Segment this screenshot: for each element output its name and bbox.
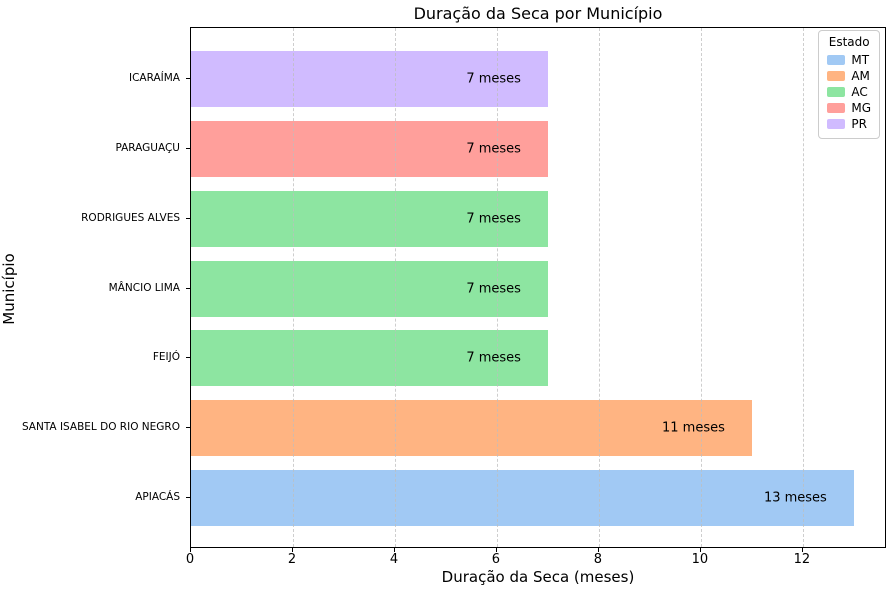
- ytick-label: MÂNCIO LIMA: [108, 281, 180, 294]
- ytick-mark: [186, 77, 190, 79]
- bar-value-label: 11 meses: [661, 420, 725, 436]
- ytick-mark: [186, 497, 190, 499]
- bar-value-label: 7 meses: [466, 71, 521, 87]
- legend-label: MG: [851, 101, 871, 115]
- plot-area: 7 meses 7 meses 7 meses 7 meses 7 meses 11 me…: [190, 27, 886, 548]
- gridline-x-6: [496, 28, 498, 547]
- ytick-mark: [186, 217, 190, 219]
- gridline-x-12: [802, 28, 804, 547]
- ytick-label: PARAGUAÇU: [115, 141, 180, 154]
- legend-entry-am: AM: [827, 68, 871, 84]
- ytick-label: ICARAÍMA: [128, 71, 180, 84]
- legend-swatch-icon: [827, 87, 846, 97]
- legend-label: MT: [851, 53, 870, 67]
- legend-label: PR: [851, 117, 867, 131]
- xtick-mark: [699, 548, 701, 552]
- gridline-x-8: [598, 28, 600, 547]
- legend-swatch-icon: [827, 119, 846, 129]
- legend-entries: MT AM AC MG PR: [827, 52, 871, 132]
- bar-rodrigues-alves: [191, 190, 548, 247]
- bar-santa-isabel-do-rio-negro: [191, 400, 752, 457]
- xtick-label: 2: [287, 552, 297, 567]
- xtick-mark: [393, 548, 395, 552]
- ytick-label: APIACÁS: [135, 491, 180, 504]
- xtick-mark: [291, 548, 293, 552]
- ytick-mark: [186, 287, 190, 289]
- ytick-mark: [186, 147, 190, 149]
- bar-value-label: 7 meses: [466, 141, 521, 157]
- legend-swatch-icon: [827, 55, 846, 65]
- xtick-label: 0: [185, 552, 195, 567]
- xtick-label: 6: [491, 552, 501, 567]
- legend-entry-ac: AC: [827, 84, 871, 100]
- legend-swatch-icon: [827, 103, 846, 113]
- ytick-mark: [186, 357, 190, 359]
- bar-value-label: 7 meses: [466, 281, 521, 296]
- ytick-label: SANTA ISABEL DO RIO NEGRO: [21, 421, 180, 434]
- bar-value-label: 7 meses: [466, 350, 521, 366]
- xtick-label: 4: [389, 552, 399, 567]
- bar-mâncio-lima: [191, 260, 548, 317]
- ytick-mark: [186, 427, 190, 429]
- ytick-label: FEIJÓ: [152, 351, 180, 364]
- legend-label: AC: [851, 85, 868, 99]
- bar-value-label: 7 meses: [466, 211, 521, 227]
- xtick-mark: [190, 548, 191, 552]
- legend-entry-mt: MT: [827, 52, 871, 68]
- bar-paraguaçu: [191, 120, 548, 177]
- legend-title: Estado: [828, 35, 870, 49]
- xtick-label: 12: [793, 552, 811, 567]
- gridline-x-4: [394, 28, 396, 547]
- bar-apiacás: [191, 470, 854, 527]
- legend-label: AM: [851, 69, 870, 83]
- legend-entry-pr: PR: [827, 116, 871, 132]
- bar-feijó: [191, 330, 548, 387]
- gridline-x-2: [292, 28, 294, 547]
- gridline-x-10: [700, 28, 702, 547]
- legend-entry-mg: MG: [827, 100, 871, 116]
- legend: Estado MT AM AC MG PR: [818, 30, 880, 139]
- xtick-label: 10: [691, 552, 709, 567]
- xtick-label: 8: [593, 552, 603, 567]
- xtick-mark: [495, 548, 497, 552]
- chart-title: Duração da Seca por Município: [413, 4, 663, 23]
- bar-value-label: 13 meses: [763, 490, 827, 506]
- bar-icaraíma: [191, 50, 548, 107]
- x-axis-title: Duração da Seca (meses): [441, 568, 635, 586]
- xtick-mark: [597, 548, 599, 552]
- xtick-mark: [801, 548, 803, 552]
- legend-swatch-icon: [827, 71, 846, 81]
- ytick-label: RODRIGUES ALVES: [81, 211, 180, 224]
